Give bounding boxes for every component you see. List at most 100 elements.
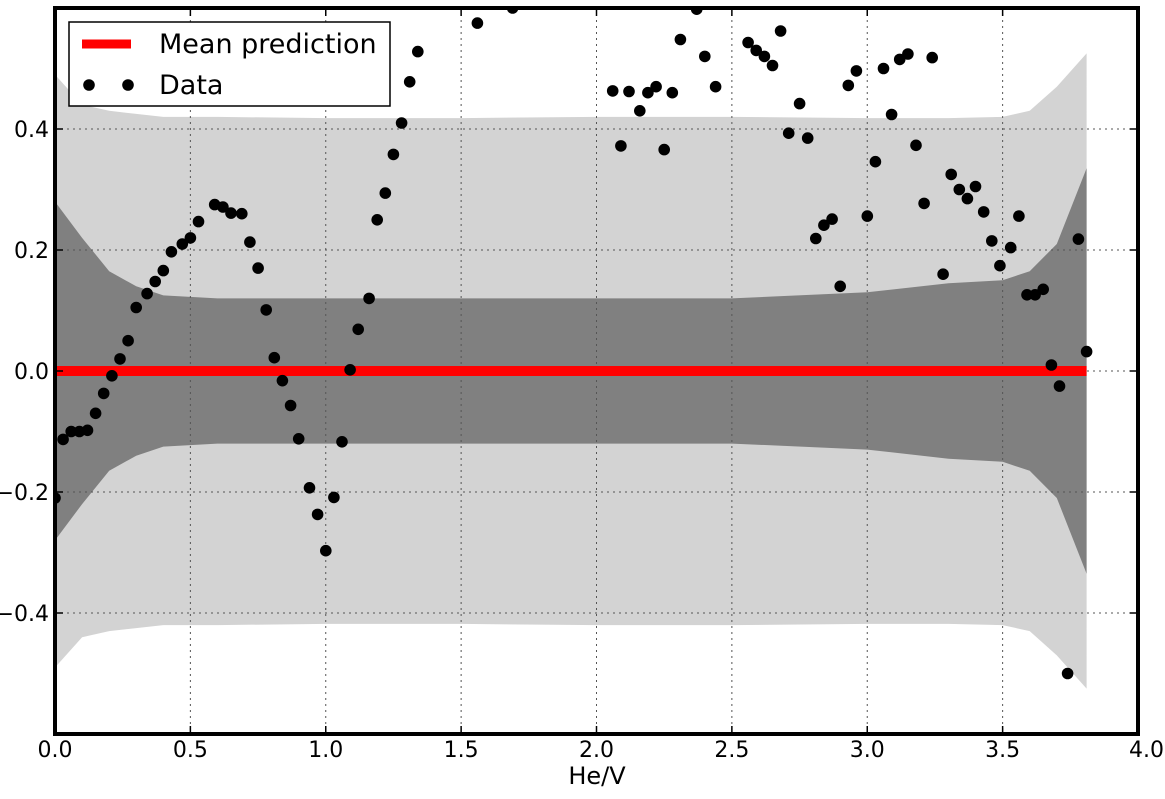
data-point [65, 425, 77, 438]
data-point [709, 80, 722, 93]
data-point [320, 544, 332, 557]
data-point [893, 53, 906, 66]
data-point [236, 207, 248, 220]
data-point [945, 168, 957, 181]
y-tick-label: 0.2 [14, 239, 49, 264]
data-point [869, 155, 882, 168]
legend-data-marker-1 [83, 79, 95, 91]
data-point [782, 127, 795, 139]
data-point [918, 197, 930, 210]
data-point [311, 508, 324, 521]
legend-box [68, 21, 391, 107]
data-points [55, 8, 1093, 680]
data-point [774, 25, 787, 37]
y-tick-label: 0.0 [14, 360, 49, 385]
y-tick-label: 0.4 [14, 118, 49, 143]
data-point [650, 80, 662, 93]
data-point [379, 187, 392, 199]
data-point [766, 59, 779, 72]
data-point [953, 183, 966, 196]
data-point [225, 207, 237, 219]
data-point [336, 436, 348, 448]
data-point [826, 213, 838, 225]
y-tick-label: −0.4 [0, 602, 49, 627]
legend-mean-label: Mean prediction [159, 29, 377, 60]
x-tick-label: 1.0 [308, 738, 343, 763]
x-tick-label: 3.5 [985, 738, 1020, 763]
data-point [850, 65, 863, 77]
data-point [412, 45, 424, 58]
data-point [268, 351, 281, 364]
data-point [986, 235, 998, 247]
data-point [292, 433, 305, 445]
data-point [969, 180, 982, 193]
data-point [395, 117, 408, 129]
data-point [122, 334, 134, 347]
legend-data-label: Data [159, 70, 223, 101]
y-tick-label: −0.2 [0, 481, 49, 506]
data-point [106, 370, 118, 382]
data-point [750, 44, 762, 57]
data-point [184, 232, 197, 244]
data-point [114, 353, 126, 365]
data-point [961, 192, 974, 205]
data-point [363, 292, 375, 305]
data-point [742, 36, 754, 49]
data-point [252, 262, 264, 274]
data-point [149, 275, 161, 288]
data-point [623, 85, 635, 98]
x-tick-label: 3.0 [850, 738, 885, 763]
data-point [141, 287, 153, 300]
data-point [244, 236, 256, 248]
data-point [130, 301, 142, 314]
x-axis-label: He/V [568, 762, 626, 790]
data-point [57, 433, 69, 446]
data-point [801, 132, 814, 144]
legend: Mean prediction Data [68, 21, 391, 107]
data-point [658, 143, 670, 156]
data-point [1029, 289, 1041, 301]
data-point [276, 374, 289, 387]
data-point [284, 399, 297, 412]
data-point [1004, 241, 1017, 254]
data-point [902, 48, 914, 60]
data-point [81, 424, 94, 437]
data-point [1037, 283, 1049, 296]
data-point [666, 86, 679, 99]
data-point [1013, 210, 1025, 222]
data-point [634, 105, 646, 117]
legend-data-marker-2 [122, 79, 134, 91]
x-axis-ticks: 0.0 0.5 1.0 1.5 2.0 2.5 3.0 3.5 4.0 [38, 8, 1164, 763]
data-point [1072, 233, 1085, 245]
data-point [758, 50, 771, 63]
data-point [994, 259, 1006, 272]
y-axis-ticks: −0.4 −0.2 0.0 0.2 0.4 [0, 118, 1138, 627]
data-point [471, 17, 484, 29]
data-point [371, 214, 384, 226]
data-point [387, 148, 400, 161]
data-point [1021, 289, 1033, 301]
data-point [1053, 380, 1066, 392]
data-point [1045, 359, 1058, 371]
x-tick-label: 1.5 [444, 738, 479, 763]
data-point [403, 76, 416, 88]
data-point [977, 206, 990, 218]
x-tick-label: 2.0 [579, 738, 614, 763]
data-point [176, 238, 189, 250]
data-point [217, 201, 229, 213]
data-point [1061, 667, 1074, 680]
data-point [615, 140, 627, 152]
data-point [834, 280, 846, 293]
data-point [937, 268, 949, 281]
x-tick-label: 4.0 [1129, 738, 1164, 763]
x-tick-label: 0.5 [173, 738, 208, 763]
data-point [89, 407, 102, 420]
data-point [842, 79, 855, 92]
data-point [328, 491, 340, 504]
data-point [861, 210, 874, 222]
data-point [699, 50, 711, 63]
data-point [910, 139, 922, 152]
data-point [260, 304, 273, 316]
data-point [1080, 345, 1093, 358]
data-point [926, 51, 938, 64]
